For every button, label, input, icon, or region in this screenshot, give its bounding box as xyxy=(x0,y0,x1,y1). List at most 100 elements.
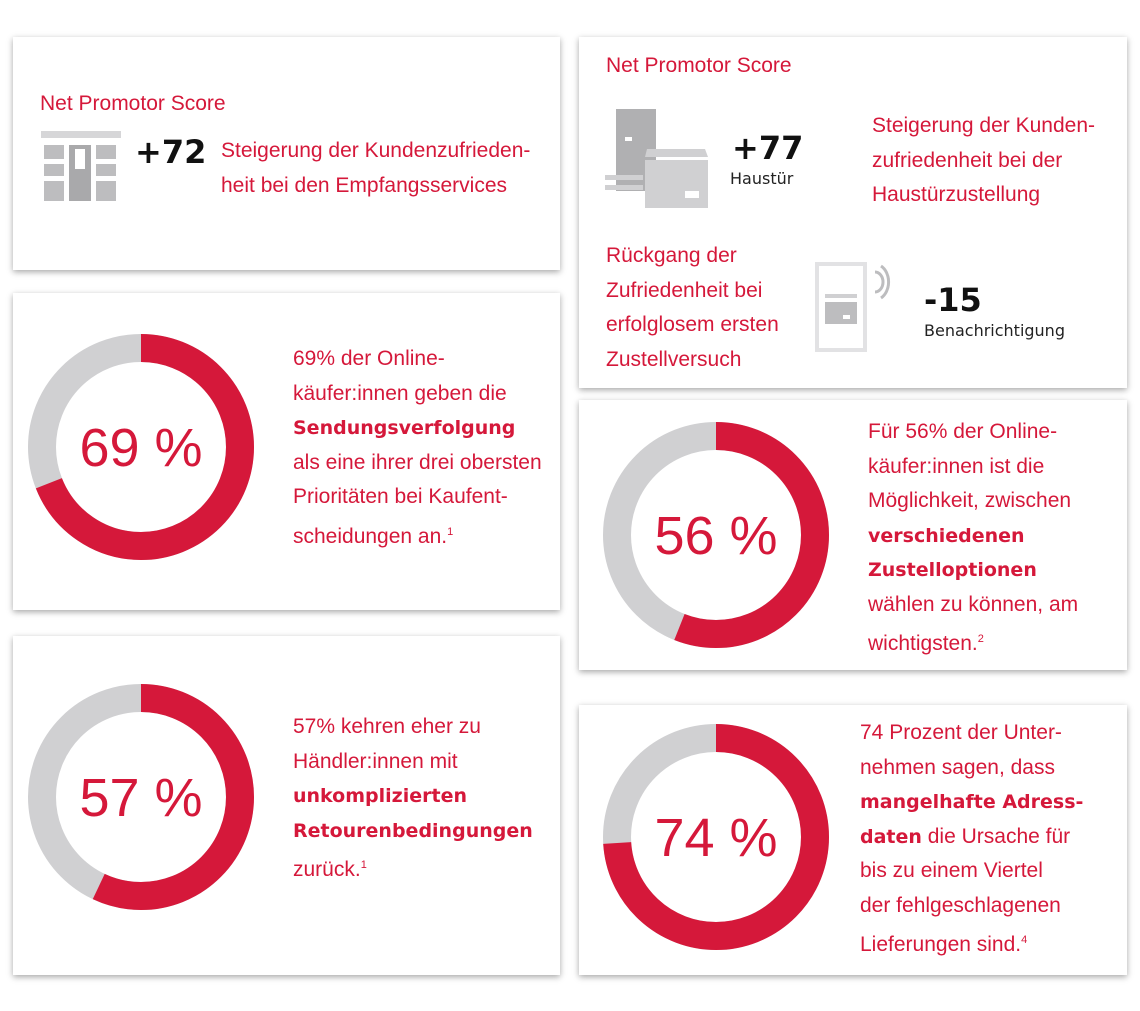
nps-value: +72 xyxy=(135,133,207,171)
text-line: Händler:innen mit xyxy=(293,745,533,780)
donut-chart: 69 % xyxy=(28,334,254,560)
text-segment: wichtigsten. xyxy=(868,632,978,655)
donut-percent-label: 56 % xyxy=(654,506,777,566)
text-line: zurück.1 xyxy=(293,848,533,888)
text-line: mangelhafte Adress- xyxy=(860,785,1083,820)
text-line: Retourenbedingungen xyxy=(293,814,533,849)
text-line: Zufriedenheit bei xyxy=(606,274,779,309)
phone-notification-icon xyxy=(815,262,891,352)
donut-value-segment xyxy=(28,684,254,910)
text-line: Für 56% der Online- xyxy=(868,415,1078,450)
text-segment: nehmen sagen, dass xyxy=(860,755,1055,779)
text-segment: Rückgang der xyxy=(606,244,737,267)
donut-chart: 57 % xyxy=(28,684,254,910)
nps-title: Net Promotor Score xyxy=(606,54,792,77)
donut-chart: 74 % xyxy=(603,724,829,950)
emphasis-text: Zustelloptionen xyxy=(868,559,1037,581)
text-line: nehmen sagen, dass xyxy=(860,751,1083,786)
stat-description: 69% der Online-käufer:innen geben die Sen… xyxy=(293,342,542,554)
text-segment: die Ursache für xyxy=(921,824,1071,848)
stat-description: Für 56% der Online-käufer:innen ist die M… xyxy=(868,415,1078,662)
nps-reception-card: Net Promotor Score +72 Steigerung der Ku… xyxy=(13,37,560,270)
text-segment: Zustellversuch xyxy=(606,347,742,371)
text-line: 57% kehren eher zu xyxy=(293,710,533,745)
decline-value: -15 xyxy=(924,281,982,319)
text-line: Rückgang der xyxy=(606,239,779,274)
text-segment: käufer:innen geben die xyxy=(293,381,507,405)
text-line: zufriedenheit bei der xyxy=(872,144,1095,179)
donut-value-segment xyxy=(603,724,829,950)
text-segment: scheidungen an. xyxy=(293,524,448,548)
door-parcel-icon xyxy=(605,109,708,208)
emphasis-text: Sendungsverfolgung xyxy=(293,417,516,439)
text-segment: erfolglosem ersten xyxy=(606,313,779,336)
footnote-marker: 1 xyxy=(360,859,367,871)
donut-chart: 56 % xyxy=(603,422,829,648)
nps-title: Net Promotor Score xyxy=(40,92,226,115)
emphasis-text: daten xyxy=(860,825,922,848)
text-line: Prioritäten bei Kaufent- xyxy=(293,480,542,515)
footnote-marker: 4 xyxy=(1021,934,1028,946)
nps-value-label: Haustür xyxy=(730,169,794,188)
nps-value: +77 xyxy=(732,129,804,167)
text-segment: zufriedenheit bei der xyxy=(872,148,1063,172)
text-segment: Steigerung der Kunden- xyxy=(872,114,1095,137)
text-segment: Für 56% der Online- xyxy=(868,420,1058,443)
donut-percent-label: 74 % xyxy=(654,808,777,868)
text-line: scheidungen an.1 xyxy=(293,515,542,555)
text-segment: Prioritäten bei Kaufent- xyxy=(293,485,508,508)
stat-card-returns: 57 % 57% kehren eher zu Händler:innen mit… xyxy=(13,636,560,975)
text-line: verschiedenen xyxy=(868,519,1078,554)
donut-value-segment xyxy=(603,422,829,648)
text-segment: Lieferungen sind. xyxy=(860,933,1022,956)
text-line: als eine ihrer drei obersten xyxy=(293,446,542,481)
text-line: wählen zu können, am xyxy=(868,588,1078,623)
decline-label: Benachrichtigung xyxy=(924,321,1065,340)
text-line: Zustellversuch xyxy=(606,343,779,378)
stat-card-address-data: 74 % 74 Prozent der Unter-nehmen sagen, … xyxy=(579,705,1127,975)
text-segment: Steigerung der Kundenzufrieden- xyxy=(221,139,531,162)
emphasis-text: mangelhafte Adress- xyxy=(860,791,1084,813)
donut-value-segment xyxy=(28,334,254,560)
text-line: bis zu einem Viertel xyxy=(860,854,1083,889)
text-line: daten die Ursache für xyxy=(860,820,1083,855)
text-line: käufer:innen geben die xyxy=(293,377,542,412)
text-segment: der fehlgeschlagenen xyxy=(860,893,1061,917)
emphasis-text: unkomplizierten xyxy=(293,785,467,807)
donut-percent-label: 69 % xyxy=(79,418,202,478)
text-line: erfolglosem ersten xyxy=(606,308,779,343)
text-segment: Möglichkeit, zwischen xyxy=(868,489,1072,512)
text-line: Steigerung der Kunden- xyxy=(872,109,1095,144)
text-segment: zurück. xyxy=(293,858,361,881)
text-line: Haustürzustellung xyxy=(872,178,1095,213)
nps-description: Steigerung der Kunden-zufriedenheit bei … xyxy=(872,109,1095,213)
nps-doorstep-card: Net Promotor Score +77 Haustür Steigerun… xyxy=(579,37,1127,388)
decline-description: Rückgang der Zufriedenheit bei erfolglosem… xyxy=(606,239,779,377)
text-line: heit bei den Empfangsservices xyxy=(221,169,530,204)
stat-description: 57% kehren eher zu Händler:innen mit unkom… xyxy=(293,710,533,888)
nps-description: Steigerung der Kundenzufrieden-heit bei … xyxy=(221,134,530,203)
emphasis-text: Retourenbedingungen xyxy=(293,819,533,842)
stat-description: 74 Prozent der Unter-nehmen sagen, dass m… xyxy=(860,716,1083,963)
text-segment: 57% kehren eher zu xyxy=(293,715,481,738)
text-segment: Zufriedenheit bei xyxy=(606,278,763,302)
stat-card-tracking: 69 % 69% der Online-käufer:innen geben d… xyxy=(13,293,560,610)
text-segment: käufer:innen ist die xyxy=(868,454,1045,478)
text-segment: bis zu einem Viertel xyxy=(860,859,1043,882)
reception-locker-icon xyxy=(41,131,121,201)
text-line: Sendungsverfolgung xyxy=(293,411,542,446)
footnote-marker: 2 xyxy=(977,633,984,645)
text-segment: als eine ihrer drei obersten xyxy=(293,450,542,474)
stat-card-delivery-options: 56 % Für 56% der Online-käufer:innen ist… xyxy=(579,400,1127,670)
text-line: 69% der Online- xyxy=(293,342,542,377)
text-line: käufer:innen ist die xyxy=(868,450,1078,485)
text-line: der fehlgeschlagenen xyxy=(860,889,1083,924)
text-segment: wählen zu können, am xyxy=(868,592,1079,616)
text-line: Möglichkeit, zwischen xyxy=(868,484,1078,519)
text-line: Steigerung der Kundenzufrieden- xyxy=(221,134,530,169)
text-line: unkomplizierten xyxy=(293,779,533,814)
text-segment: Haustürzustellung xyxy=(872,183,1041,206)
text-segment: 74 Prozent der Unter- xyxy=(860,721,1062,744)
text-segment: 69% der Online- xyxy=(293,347,445,370)
text-segment: Händler:innen mit xyxy=(293,749,458,773)
